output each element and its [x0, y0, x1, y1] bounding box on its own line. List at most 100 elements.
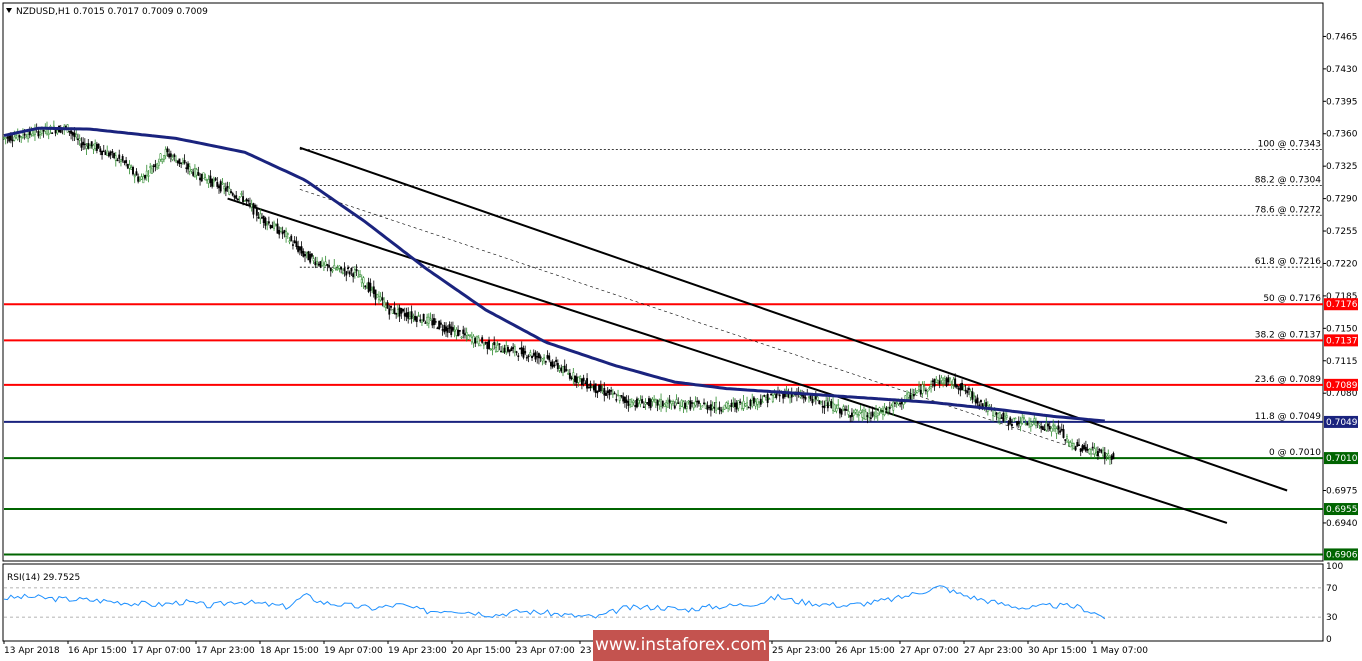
candle-body	[257, 216, 260, 219]
candle-body	[357, 276, 360, 278]
candle-body	[579, 376, 582, 379]
candle-body	[718, 406, 721, 410]
candle-body	[921, 384, 924, 394]
candle-body	[159, 153, 162, 160]
candle-body	[231, 193, 234, 196]
channel-line-1	[227, 197, 1228, 524]
candle-body	[881, 411, 884, 415]
candle-body	[954, 378, 957, 387]
candle-body	[942, 382, 945, 385]
dropdown-triangle-icon[interactable]	[6, 8, 12, 13]
candle-body	[338, 265, 341, 269]
candle-body	[434, 321, 437, 323]
candle-body	[219, 181, 222, 192]
candle-body	[706, 405, 709, 410]
candle-body	[104, 151, 107, 156]
candle-body	[398, 307, 401, 317]
candle-body	[1067, 441, 1070, 443]
candle-body	[1052, 424, 1055, 427]
candle-body	[417, 315, 420, 317]
candle-body	[350, 268, 353, 272]
moving-average	[3, 126, 1105, 423]
candle-body	[298, 246, 301, 251]
candle-body	[78, 138, 81, 141]
fib-label-1: 88.2 @ 0.7304	[1255, 176, 1322, 186]
fib-label-6: 23.6 @ 0.7089	[1255, 375, 1322, 385]
candle-body	[517, 355, 520, 357]
candle-body	[230, 191, 232, 193]
candle-body	[808, 396, 810, 399]
candle-body	[684, 402, 687, 409]
candle-body	[1045, 422, 1048, 431]
candle-body	[18, 135, 21, 138]
candle-body	[37, 131, 40, 137]
x-tick-label-2: 17 Apr 07:00	[132, 646, 191, 656]
candle-body	[1064, 439, 1067, 441]
candle-body	[534, 352, 537, 360]
candle-body	[264, 217, 267, 226]
candle-body	[971, 391, 974, 400]
candle-body	[567, 373, 570, 375]
candle-body	[310, 253, 313, 257]
candle-body	[906, 393, 908, 400]
candle-body	[439, 322, 442, 325]
candle-body	[39, 132, 42, 135]
candle-body	[1055, 428, 1058, 434]
candle-body	[262, 215, 265, 224]
candle-body	[544, 361, 547, 363]
candle-body	[973, 395, 976, 398]
candle-body	[171, 156, 174, 160]
candle-body	[513, 346, 516, 353]
y-tick-label-10: 0.7115	[1326, 357, 1358, 367]
candle-body	[515, 351, 518, 353]
candle-body	[980, 400, 982, 403]
candle-body	[844, 408, 847, 411]
candle-body	[1096, 451, 1099, 457]
candle-body	[107, 152, 110, 157]
candle-body	[1060, 428, 1063, 431]
candle-body	[23, 133, 26, 136]
x-tick-label-16: 30 Apr 15:00	[1028, 646, 1087, 656]
candle-body	[1041, 426, 1044, 430]
candle-body	[462, 329, 465, 334]
candle-body	[661, 400, 664, 407]
candle-body	[279, 227, 282, 232]
candle-body	[1112, 453, 1115, 460]
candle-body	[909, 394, 912, 401]
candle-body	[390, 305, 392, 308]
candle-body	[856, 409, 859, 415]
candle-body	[388, 308, 391, 315]
candle-body	[735, 402, 738, 410]
candle-body	[458, 329, 461, 332]
candle-body	[1053, 425, 1056, 430]
candle-body	[161, 159, 164, 162]
y-tick-label-9: 0.7150	[1326, 324, 1358, 334]
candle-body	[758, 401, 761, 403]
candle-body	[716, 408, 719, 410]
candle-body	[1084, 446, 1087, 451]
candle-body	[1071, 443, 1074, 446]
candle-body	[962, 385, 965, 387]
candle-body	[1100, 450, 1103, 453]
candle-body	[1035, 422, 1037, 426]
candle-body	[713, 407, 716, 409]
candle-body	[775, 393, 778, 398]
candle-body	[868, 413, 871, 418]
candle-body	[728, 405, 731, 408]
candle-body	[832, 402, 834, 411]
candle-body	[316, 260, 318, 264]
candle-body	[391, 309, 394, 314]
candle-body	[83, 143, 86, 146]
candle-body	[501, 351, 504, 354]
candle-body	[773, 394, 776, 399]
candle-body	[379, 296, 382, 301]
rsi-tick-label-3: 0	[1326, 635, 1332, 645]
candle-body	[209, 175, 212, 184]
candle-body	[73, 132, 76, 137]
candle-body	[697, 400, 700, 404]
candle-body	[928, 387, 931, 390]
candle-body	[185, 167, 188, 169]
candle-body	[642, 406, 645, 408]
candle-body	[699, 408, 702, 410]
candle-body	[649, 399, 652, 408]
